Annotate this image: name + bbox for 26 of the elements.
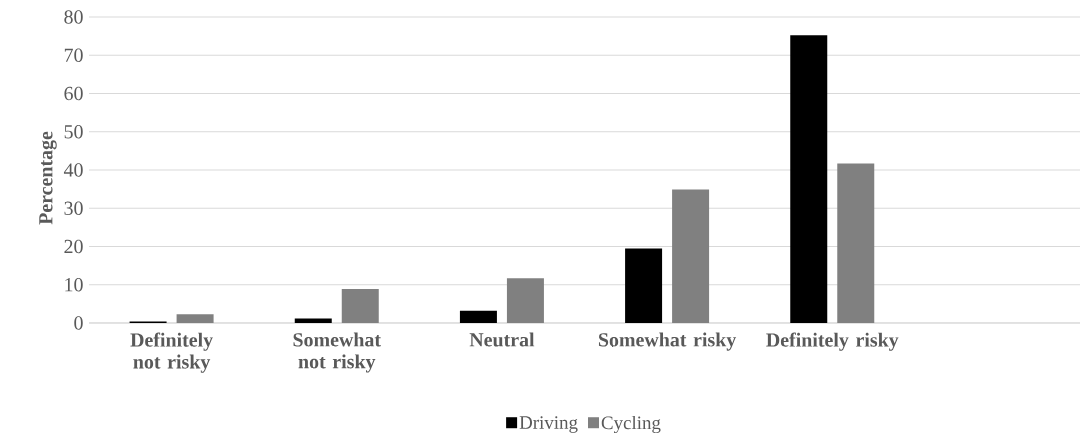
bar bbox=[790, 35, 828, 323]
y-tick-label: 50 bbox=[64, 125, 83, 139]
x-tick-label: Definitely not risky bbox=[130, 332, 213, 373]
bar bbox=[459, 310, 497, 323]
bar bbox=[341, 288, 379, 323]
bar bbox=[176, 314, 214, 323]
legend-label: Cycling bbox=[601, 415, 661, 434]
y-tick-label: 20 bbox=[64, 239, 83, 254]
y-tick-label: 70 bbox=[64, 48, 83, 62]
legend-label: Driving bbox=[519, 416, 578, 433]
y-tick-label: 80 bbox=[64, 10, 83, 24]
x-tick-label: Definitely risky bbox=[766, 332, 899, 351]
y-tick-label: 30 bbox=[64, 201, 83, 215]
bar bbox=[837, 163, 875, 323]
y-tick-label: 60 bbox=[64, 86, 83, 101]
y-tick-label: 40 bbox=[63, 163, 83, 177]
bar bbox=[672, 189, 710, 323]
x-tick-label: Somewhat risky bbox=[598, 332, 737, 351]
x-tick-label: Somewhat not risky bbox=[293, 332, 381, 373]
x-tick-label: Neutral bbox=[469, 332, 535, 347]
bar bbox=[294, 318, 332, 323]
bar bbox=[625, 248, 663, 323]
y-tick-label: 10 bbox=[65, 278, 83, 292]
y-tick-label: 0 bbox=[74, 316, 83, 330]
y-axis-title: Percentage bbox=[39, 131, 57, 225]
bar bbox=[506, 278, 544, 323]
